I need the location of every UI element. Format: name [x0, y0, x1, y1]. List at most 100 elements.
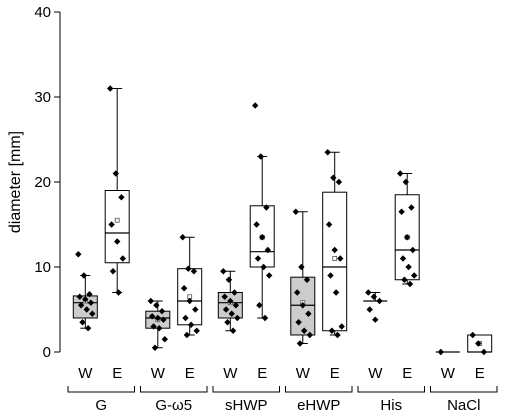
data-point: [264, 246, 271, 254]
data-point: [260, 263, 267, 271]
x-sub-label: E: [475, 365, 485, 382]
data-point: [224, 319, 231, 326]
box-iqr: [322, 191, 348, 332]
data-point: [305, 310, 312, 317]
data-point: [190, 268, 198, 275]
data-point: [86, 291, 93, 298]
data-point: [221, 293, 228, 300]
data-point: [109, 268, 117, 275]
data-point: [112, 170, 119, 177]
data-point: [147, 297, 154, 305]
data-point: [87, 299, 95, 306]
data-point: [193, 327, 200, 334]
group-bracket: [67, 386, 135, 393]
data-point: [401, 276, 408, 283]
mean-marker: [332, 256, 338, 261]
box-sHWP-E: [249, 102, 275, 322]
data-point: [295, 319, 302, 326]
box-iqr: [290, 276, 316, 336]
group-label: eHWP: [297, 397, 340, 414]
data-point: [231, 289, 238, 296]
data-point: [372, 316, 379, 323]
group-bracket: [430, 386, 498, 393]
data-point: [160, 316, 167, 323]
box-His-W: [363, 289, 388, 323]
data-point: [334, 331, 341, 339]
data-point: [408, 204, 415, 211]
data-point: [183, 331, 191, 339]
data-point: [332, 289, 340, 296]
data-point: [158, 308, 166, 315]
box-NaCl-W: [435, 348, 460, 356]
data-point: [294, 289, 301, 296]
box-sHWP-W: [217, 268, 243, 334]
y-tick-label: 40: [34, 4, 51, 21]
box-NaCl-E: [467, 331, 493, 356]
group-bracket: [140, 386, 208, 393]
data-point: [335, 178, 343, 186]
group-label: G: [95, 397, 107, 414]
data-point: [118, 194, 125, 201]
group-bracket: [285, 386, 353, 393]
y-tick-label: 0: [43, 344, 51, 361]
data-point: [475, 340, 482, 347]
x-sub-label: E: [112, 365, 122, 382]
data-point: [406, 280, 414, 288]
data-point: [263, 204, 270, 211]
data-point: [222, 306, 230, 313]
data-point: [299, 302, 306, 309]
group-label: G-ω5: [155, 397, 192, 414]
data-point: [180, 285, 188, 292]
data-point: [232, 302, 240, 309]
group-label: sHWP: [225, 397, 268, 414]
data-point: [227, 297, 234, 305]
data-point: [411, 272, 418, 279]
data-point: [150, 323, 157, 330]
data-point: [107, 85, 114, 92]
data-point: [402, 178, 409, 186]
data-point: [83, 306, 90, 313]
plot-area: [72, 85, 493, 356]
data-point: [338, 323, 345, 330]
data-point: [327, 272, 334, 279]
data-point: [331, 246, 338, 254]
data-point: [253, 221, 260, 228]
data-point: [399, 255, 407, 262]
group-label: NaCl: [447, 397, 480, 414]
data-point: [76, 293, 83, 300]
x-sub-label: W: [151, 365, 166, 382]
x-sub-label: W: [368, 365, 383, 382]
data-point: [75, 251, 82, 258]
data-point: [365, 289, 372, 296]
data-point: [161, 336, 168, 343]
x-sub-label: W: [223, 365, 238, 382]
data-point: [306, 331, 313, 339]
group-bracket: [212, 386, 280, 393]
data-point: [257, 153, 264, 160]
data-point: [324, 149, 331, 156]
box-G-ω5-E: [177, 234, 203, 339]
data-point: [114, 238, 121, 245]
data-point: [80, 272, 88, 279]
y-axis: 0 10 20 30 40: [34, 4, 61, 361]
data-point: [229, 327, 237, 334]
mean-marker: [114, 217, 120, 223]
data-point: [154, 314, 161, 322]
data-point: [325, 221, 333, 228]
data-point: [437, 348, 444, 356]
data-point: [179, 234, 186, 241]
x-sub-label: E: [185, 365, 195, 382]
data-point: [187, 321, 195, 328]
box-G-W: [72, 251, 98, 332]
x-sub-label: E: [257, 365, 267, 382]
data-point: [480, 348, 488, 356]
x-sub-label: W: [441, 365, 456, 382]
data-point: [330, 174, 337, 181]
data-point: [254, 255, 262, 262]
data-point: [185, 265, 192, 272]
box-G-ω5-W: [145, 297, 171, 351]
x-sub-label: W: [78, 365, 93, 382]
data-point: [301, 327, 308, 334]
